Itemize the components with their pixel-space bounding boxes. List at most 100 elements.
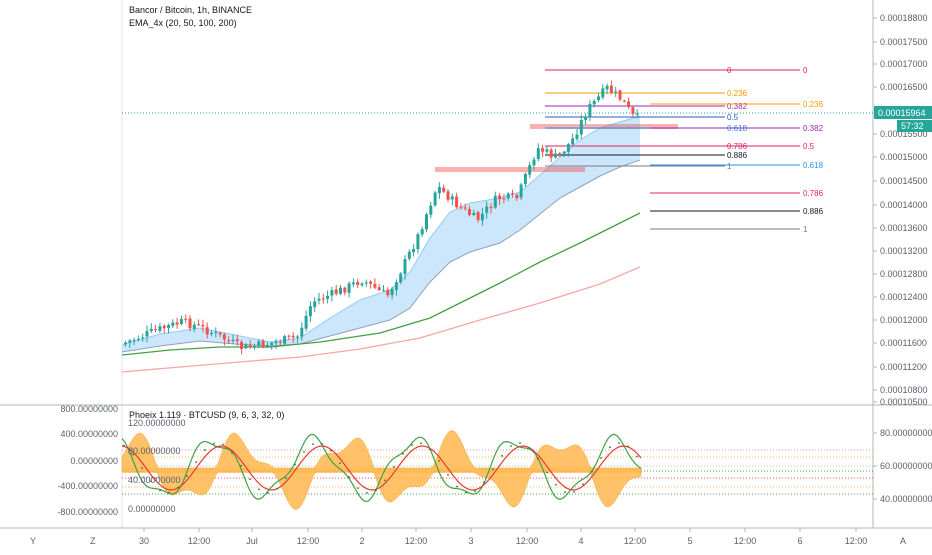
- candle-down: [511, 193, 514, 195]
- candle-down: [618, 90, 622, 100]
- candle-down: [463, 207, 467, 209]
- osc-signal-dot: [231, 451, 233, 454]
- price-tick-label: 0.00015500: [880, 129, 928, 139]
- osc-signal-dot: [195, 461, 197, 464]
- osc-inner-axis-label: 0.00000000: [128, 504, 176, 514]
- osc-green-line: [121, 433, 642, 503]
- time-tick-label: 12:00: [516, 536, 539, 546]
- time-axis[interactable]: 30 12:00 Jul 12:00 2 12:00 3 12:00 4 12:00 5 12:00 6…: [139, 528, 867, 546]
- candle-up: [132, 340, 136, 342]
- candle-up: [296, 336, 299, 338]
- candle-down: [558, 153, 562, 155]
- candle-down: [442, 187, 446, 192]
- osc-signal-dot: [438, 460, 440, 462]
- candle-down: [154, 329, 158, 331]
- candle-down: [197, 324, 201, 326]
- osc-signal-dot: [546, 471, 548, 474]
- time-tick-label: 3: [468, 536, 473, 546]
- candle-up: [545, 149, 549, 152]
- candle-up: [326, 295, 330, 299]
- time-tick-label: 2: [359, 536, 364, 546]
- candle-down: [373, 283, 377, 288]
- countdown-timer: 57:32: [901, 121, 924, 131]
- fib-left-label: 0.382: [727, 102, 748, 111]
- fib-right-label: 0.618: [803, 161, 824, 170]
- candle-down: [278, 341, 282, 343]
- osc-signal-dot: [276, 487, 278, 490]
- candle-down: [627, 101, 631, 108]
- candle-up: [149, 328, 153, 332]
- price-tick-label: 0.00014000: [880, 200, 928, 210]
- corner-label-left[interactable]: Y: [30, 536, 36, 546]
- osc-signal-dot: [483, 481, 485, 484]
- osc-signal-dot: [537, 457, 539, 460]
- candle-up: [523, 174, 527, 185]
- osc-red-line: [121, 445, 642, 491]
- candle-up: [635, 113, 639, 115]
- corner-label-right[interactable]: A: [900, 536, 906, 546]
- candle-up: [493, 195, 497, 208]
- candle-up: [433, 192, 437, 206]
- osc-signal-dot: [519, 442, 521, 444]
- time-tick-label: 12:00: [624, 536, 647, 546]
- candle-up: [480, 213, 484, 221]
- osc-signal-dot: [600, 457, 602, 459]
- osc-signal-dot: [366, 492, 368, 494]
- candle-up: [575, 134, 579, 139]
- candle-up: [416, 234, 420, 250]
- osc-signal-dot: [267, 492, 269, 494]
- osc-signal-dot: [510, 445, 512, 447]
- candle-down: [476, 212, 480, 221]
- osc-signal-dot: [393, 466, 395, 468]
- osc-signal-dot: [465, 491, 467, 494]
- candle-up: [571, 138, 575, 145]
- oscillator-label: Phoeix 1.119 · BTCUSD (9, 6, 3, 32, 0): [129, 410, 284, 420]
- osc-signal-dot: [357, 487, 359, 489]
- price-tick-label: 0.00017500: [880, 37, 928, 47]
- osc-signal-dot: [132, 453, 134, 456]
- price-axis[interactable]: 0.00018800 0.00017500 0.00017000 0.00016500…: [873, 13, 928, 407]
- osc-left-axis-label: -800.00000000: [57, 507, 118, 517]
- candle-down: [175, 322, 179, 325]
- price-tick-label: 0.00017000: [880, 59, 928, 69]
- candle-up: [192, 324, 196, 329]
- osc-signal-dot: [564, 491, 566, 494]
- candle-up: [605, 85, 609, 90]
- candle-up: [171, 322, 175, 326]
- candle-down: [227, 340, 231, 342]
- time-tick-label: 12:00: [297, 536, 320, 546]
- osc-left-axis-label: 400.00000000: [60, 429, 118, 439]
- osc-signal-dot: [204, 449, 206, 452]
- fib-left-label: 1: [727, 162, 732, 171]
- candle-up: [532, 159, 536, 166]
- osc-signal-dot: [249, 478, 251, 481]
- fib-left-label: 0.5: [727, 113, 739, 122]
- corner-label-mid[interactable]: Z: [90, 536, 96, 546]
- candle-up: [300, 327, 304, 337]
- osc-signal-dot: [150, 480, 152, 483]
- candle-up: [399, 273, 403, 283]
- osc-left-axis-label: 0.00000000: [70, 456, 118, 466]
- osc-signal-dot: [123, 444, 125, 447]
- osc-signal-dot: [213, 442, 215, 445]
- oscillator-axes[interactable]: 800.00000000 400.00000000 0.00000000 -400.0…: [57, 404, 932, 517]
- oscillator-pane: [121, 430, 873, 510]
- osc-signal-dot: [636, 455, 638, 458]
- osc-inner-axis-label: 40.00000000: [128, 475, 181, 485]
- candle-down: [377, 287, 381, 291]
- osc-signal-dot: [609, 446, 611, 449]
- candle-up: [437, 186, 441, 194]
- candle-up: [145, 331, 149, 337]
- time-tick-label: 12:00: [734, 536, 757, 546]
- candle-up: [554, 153, 557, 158]
- osc-right-axis-label: 60.00000000: [880, 461, 932, 471]
- candle-down: [609, 85, 613, 93]
- price-tick-label: 0.00010500: [880, 397, 928, 407]
- osc-signal-dot: [141, 467, 143, 469]
- fib-right-label: 1: [803, 225, 808, 234]
- candle-down: [459, 206, 463, 208]
- candle-up: [214, 331, 218, 333]
- candle-up: [597, 96, 600, 101]
- candle-up: [124, 342, 127, 345]
